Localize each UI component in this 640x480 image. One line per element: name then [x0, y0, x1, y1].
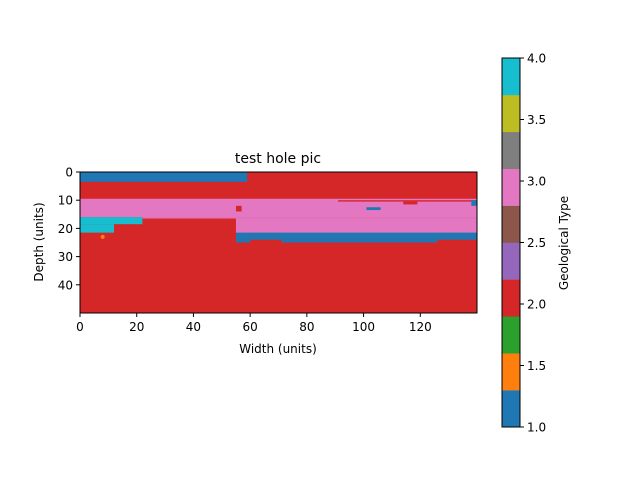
heatmap-region [80, 224, 115, 233]
y-tick-label: 10 [58, 194, 73, 208]
heatmap-region [80, 217, 143, 225]
chart-title: test hole pic [235, 151, 321, 167]
colorbar [502, 58, 520, 428]
x-axis-ticks: 0 20 40 60 80 100 120 [76, 313, 432, 334]
x-tick-label: 0 [76, 320, 84, 334]
x-tick-label: 40 [186, 320, 201, 334]
heatmap-region [80, 198, 477, 218]
colorbar-segment [502, 94, 520, 133]
heatmap-region [235, 239, 251, 243]
y-tick-label: 40 [58, 278, 73, 292]
heatmap-region [471, 200, 477, 206]
colorbar-ticks: 1.0 1.5 2.0 2.5 3.0 3.5 4.0 [520, 52, 546, 435]
colorbar-segment [502, 168, 520, 206]
colorbar-segment [502, 242, 520, 280]
colorbar-tick-label: 3.5 [527, 113, 546, 127]
x-tick-label: 60 [243, 320, 258, 334]
x-tick-label: 80 [299, 320, 314, 334]
heatmap-region [235, 205, 242, 212]
heatmap-feature [100, 234, 105, 239]
x-tick-label: 20 [129, 320, 144, 334]
plot-frame [79, 171, 478, 314]
heatmap-region [247, 172, 477, 201]
colorbar-tick-label: 2.5 [527, 236, 546, 250]
colorbar-tick-label: 3.0 [527, 175, 546, 189]
colorbar-tick-label: 4.0 [527, 52, 546, 66]
colorbar-segment [502, 58, 520, 96]
colorbar-segment [502, 205, 520, 243]
y-axis-ticks: 0 10 20 30 40 [58, 166, 80, 292]
x-tick-label: 120 [409, 320, 432, 334]
heatmap-region [366, 207, 381, 211]
colorbar-segment [502, 131, 520, 169]
heatmap-region [142, 217, 477, 219]
heatmap-region [403, 201, 418, 205]
colorbar-tick-label: 1.0 [527, 421, 546, 435]
heatmap-region [281, 239, 438, 243]
heatmap [80, 172, 477, 313]
heatmap-region [80, 172, 248, 182]
y-tick-label: 0 [65, 166, 73, 180]
colorbar-tick-label: 1.5 [527, 359, 546, 373]
colorbar-label: Geological Type [557, 196, 571, 290]
y-axis-label: Depth (units) [32, 202, 46, 281]
heatmap-region [235, 218, 477, 235]
heatmap-region [338, 200, 477, 202]
colorbar-segment [502, 279, 520, 317]
heatmap-region [235, 232, 477, 240]
x-axis-label: Width (units) [239, 342, 317, 356]
y-tick-label: 20 [58, 222, 73, 236]
colorbar-segment [502, 390, 520, 428]
colorbar-segment [502, 316, 520, 354]
x-tick-label: 100 [352, 320, 375, 334]
y-tick-label: 30 [58, 250, 73, 264]
colorbar-tick-label: 2.0 [527, 298, 546, 312]
colorbar-segment [502, 353, 520, 391]
